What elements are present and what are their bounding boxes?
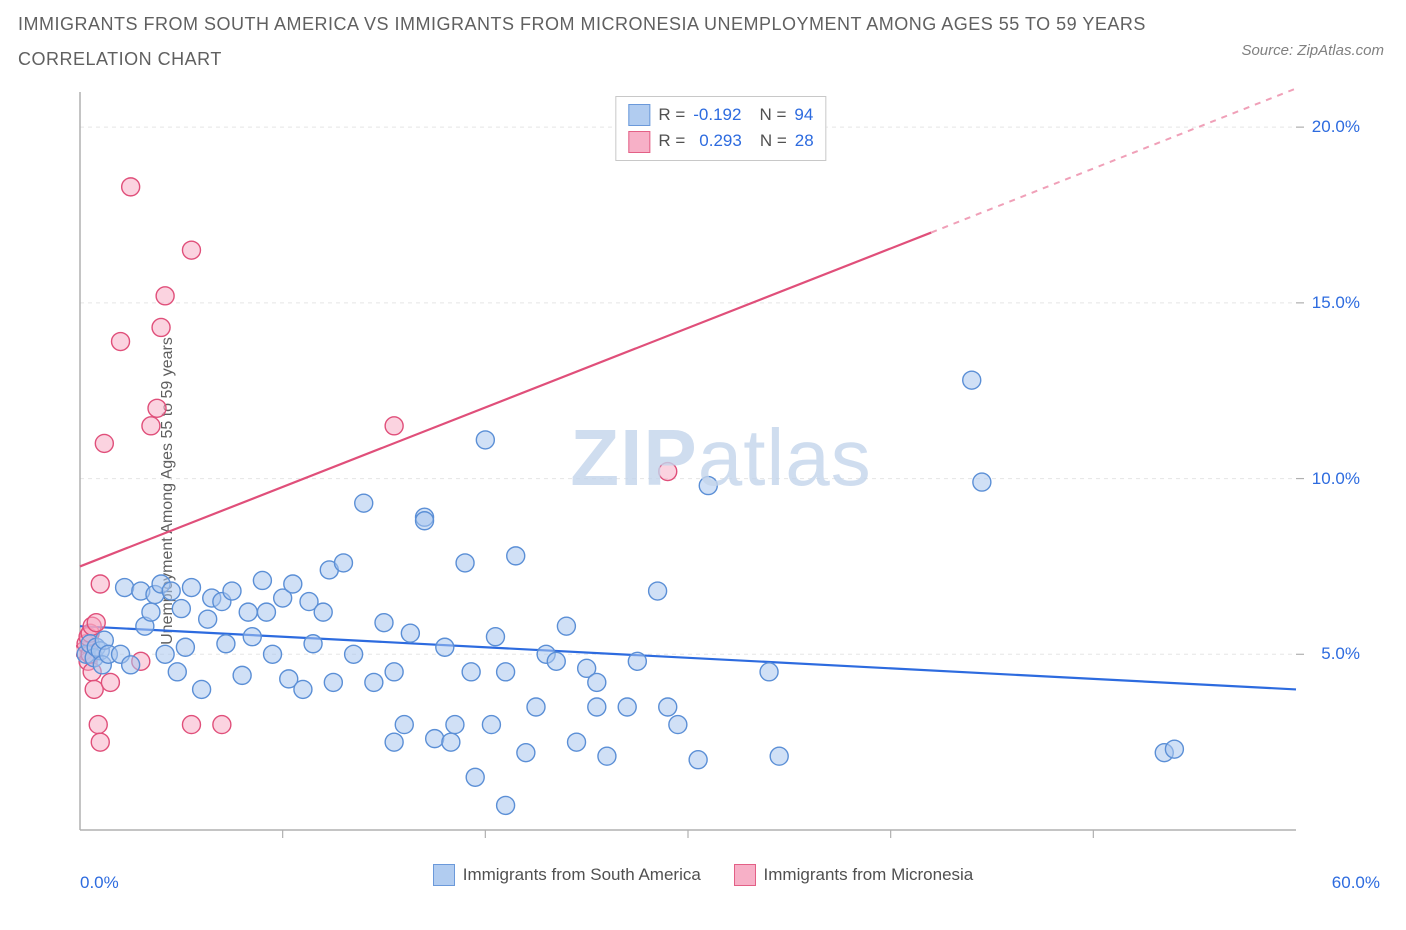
y-tick-label: 15.0% xyxy=(1312,293,1360,313)
chart-area: Unemployment Among Ages 55 to 59 years Z… xyxy=(18,88,1388,893)
y-tick-label: 20.0% xyxy=(1312,117,1360,137)
y-tick-label: 5.0% xyxy=(1321,644,1360,664)
r-label: R = xyxy=(658,102,685,128)
y-tick-label: 10.0% xyxy=(1312,469,1360,489)
swatch-series-b xyxy=(734,864,756,886)
n-value-a: 94 xyxy=(794,102,813,128)
legend-row-series-a: R = -0.192 N = 94 xyxy=(628,102,813,128)
legend-row-series-b: R = 0.293 N = 28 xyxy=(628,128,813,154)
chart-title-line1: IMMIGRANTS FROM SOUTH AMERICA VS IMMIGRA… xyxy=(18,14,1388,35)
series-legend: Immigrants from South America Immigrants… xyxy=(18,864,1388,891)
n-label: N = xyxy=(759,102,786,128)
swatch-series-a xyxy=(628,104,650,126)
correlation-legend: R = -0.192 N = 94 R = 0.293 N = 28 xyxy=(615,96,826,161)
series-b-name: Immigrants from Micronesia xyxy=(764,865,974,885)
legend-item-series-b: Immigrants from Micronesia xyxy=(734,864,974,886)
r-value-b: 0.293 xyxy=(699,128,742,154)
swatch-series-a xyxy=(433,864,455,886)
plot-region: ZIPatlas R = -0.192 N = 94 R = 0.293 N =… xyxy=(76,88,1366,858)
chart-title-line2: CORRELATION CHART xyxy=(18,49,1388,70)
n-label: N = xyxy=(760,128,787,154)
n-value-b: 28 xyxy=(795,128,814,154)
r-value-a: -0.192 xyxy=(693,102,741,128)
legend-item-series-a: Immigrants from South America xyxy=(433,864,701,886)
r-label: R = xyxy=(658,128,685,154)
scatter-svg xyxy=(76,88,1366,858)
swatch-series-b xyxy=(628,131,650,153)
series-a-name: Immigrants from South America xyxy=(463,865,701,885)
source-attribution: Source: ZipAtlas.com xyxy=(1241,42,1384,59)
title-block: IMMIGRANTS FROM SOUTH AMERICA VS IMMIGRA… xyxy=(0,0,1406,88)
